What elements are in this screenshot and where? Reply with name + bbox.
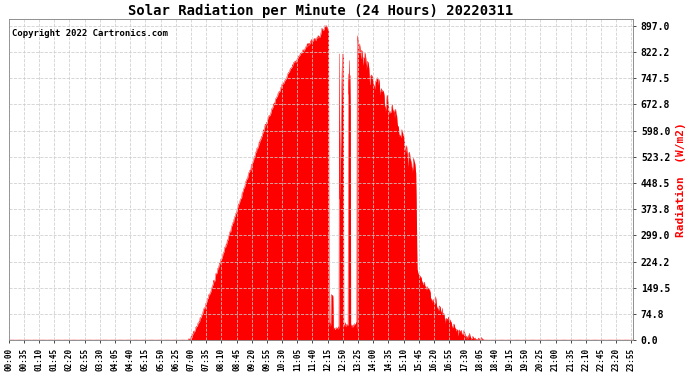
Text: Copyright 2022 Cartronics.com: Copyright 2022 Cartronics.com xyxy=(12,29,168,38)
Title: Solar Radiation per Minute (24 Hours) 20220311: Solar Radiation per Minute (24 Hours) 20… xyxy=(128,4,513,18)
Y-axis label: Radiation  (W/m2): Radiation (W/m2) xyxy=(676,122,686,237)
